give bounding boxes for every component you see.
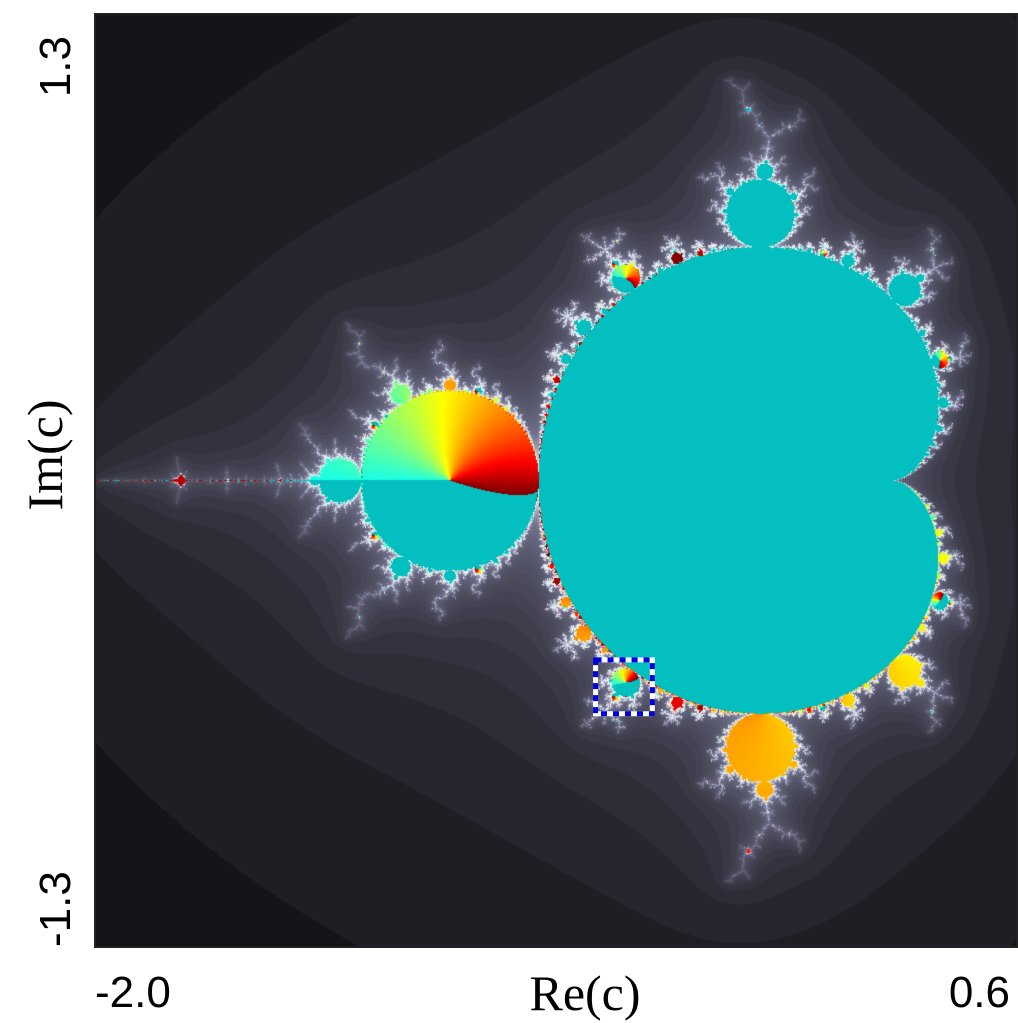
y-tick-label: -1.3 <box>31 871 80 947</box>
x-tick-label: -2.0 <box>95 968 171 1017</box>
y-tick-label: 1.3 <box>31 36 80 97</box>
highlight-box <box>593 657 655 717</box>
plot-frame <box>94 13 1018 948</box>
mandelbrot-image <box>95 14 1018 947</box>
y-axis-label: Im(c) <box>17 399 73 510</box>
x-tick-label: 0.6 <box>949 968 1010 1017</box>
x-axis-label: Re(c) <box>529 965 640 1021</box>
